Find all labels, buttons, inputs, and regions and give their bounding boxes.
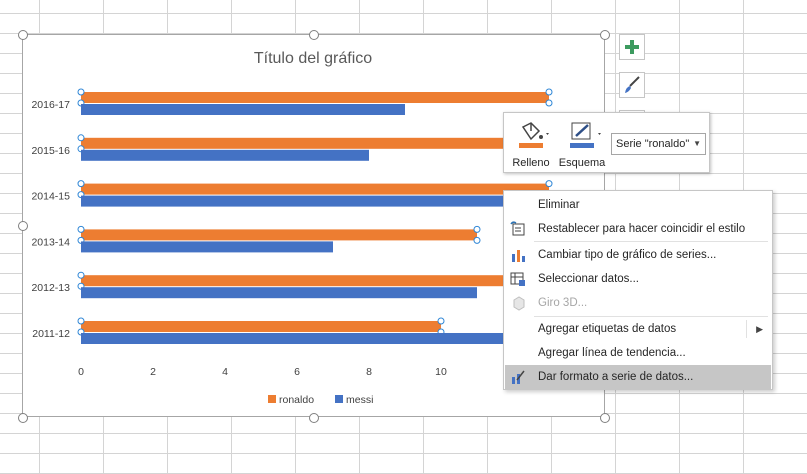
change-chart-type-icon [512,250,525,262]
bar-ronaldo[interactable] [81,92,549,103]
menu-item-reset-style[interactable]: Restablecer para hacer coincidir el esti… [505,217,771,241]
fill-button[interactable]: Relleno [509,119,553,171]
resize-handle-bottom-middle[interactable] [309,413,319,423]
menu-item-add-trendline[interactable]: Agregar línea de tendencia... [505,341,771,365]
category-label: 2015-16 [31,145,70,157]
chart-styles-button[interactable] [619,72,645,98]
context-menu: Eliminar Restablecer para hacer coincidi… [503,190,773,390]
format-mini-toolbar: Relleno Esquema Serie "ronaldo" ▼ [503,112,710,173]
paint-bucket-icon [519,122,549,148]
resize-handle-top-middle[interactable] [309,30,319,40]
bar-ronaldo[interactable] [81,229,477,241]
chart-title[interactable]: Título del gráfico [254,50,372,67]
submenu-arrow-icon: ▶ [756,324,763,334]
selection-point[interactable] [473,225,481,233]
bar-messi[interactable] [81,195,549,207]
x-tick-label: 2 [150,366,156,378]
menu-item-label: Seleccionar datos... [538,273,640,285]
selection-point[interactable] [77,134,85,142]
menu-item-add-data-labels[interactable]: Agregar etiquetas de datos ▶ [505,317,771,341]
selection-point[interactable] [545,180,553,188]
bar-messi[interactable] [81,149,369,161]
resize-handle-bottom-left[interactable] [18,413,28,423]
bar-ronaldo[interactable] [81,183,549,195]
selection-point[interactable] [473,236,481,244]
category-label: 2012-13 [31,282,70,294]
menu-item-label: Dar formato a serie de datos... [538,371,694,383]
category-label: 2014-15 [31,191,70,203]
brush-icon [625,76,640,93]
menu-item-format-data-series[interactable]: Dar formato a serie de datos... [505,365,771,389]
menu-item-label: Eliminar [538,199,580,211]
selection-point[interactable] [77,271,85,279]
selection-point[interactable] [77,225,85,233]
bar-ronaldo[interactable] [81,137,549,149]
menu-item-3d-rotation[interactable]: Giro 3D... [505,291,771,315]
reset-style-icon [510,221,525,236]
menu-item-delete[interactable]: Eliminar [505,193,771,217]
legend-swatch-messi [335,395,343,403]
x-tick-label: 0 [78,366,84,378]
menu-item-change-chart-type[interactable]: Cambiar tipo de gráfico de series... [505,243,771,267]
series-selector-dropdown[interactable]: Serie "ronaldo" ▼ [611,133,706,155]
selection-point[interactable] [437,317,445,325]
bar-messi[interactable] [81,241,333,253]
menu-separator [534,241,768,242]
rotation-3d-icon [513,296,525,311]
legend-label-ronaldo[interactable]: ronaldo [279,394,314,406]
bar-ronaldo[interactable] [81,321,441,332]
x-tick-label: 6 [294,366,300,378]
format-series-icon [512,370,525,384]
resize-handle-top-right[interactable] [600,30,610,40]
category-label: 2013-14 [31,236,70,248]
chart-elements-button[interactable] [619,34,645,60]
menu-item-label: Agregar etiquetas de datos [538,323,677,335]
x-tick-label: 8 [366,366,372,378]
series-selector-value: Serie "ronaldo" [616,138,690,150]
menu-item-select-data[interactable]: Seleccionar datos... [505,267,771,291]
outline-button[interactable]: Esquema [556,119,608,171]
legend-swatch-ronaldo [268,395,276,403]
resize-handle-top-left[interactable] [18,30,28,40]
resize-handle-left-middle[interactable] [18,221,28,231]
legend-label-messi[interactable]: messi [346,394,373,406]
pen-outline-icon [570,122,601,148]
menu-item-label: Restablecer para hacer coincidir el esti… [538,223,746,235]
bar-messi[interactable] [81,287,477,299]
chevron-down-icon: ▼ [693,139,701,148]
selection-point[interactable] [545,88,553,96]
selection-point[interactable] [77,317,85,325]
selection-point[interactable] [545,99,553,107]
bar-messi[interactable] [81,333,549,344]
bar-messi[interactable] [81,104,405,115]
bar-ronaldo[interactable] [81,275,549,287]
menu-item-label: Agregar línea de tendencia... [538,347,686,359]
category-label: 2016-17 [31,99,70,111]
resize-handle-bottom-right[interactable] [600,413,610,423]
category-label: 2011-12 [32,328,70,340]
fill-label: Relleno [512,157,550,169]
select-data-icon [510,272,525,286]
x-tick-label: 10 [435,366,447,378]
menu-separator [534,316,768,317]
selection-point[interactable] [77,88,85,96]
x-tick-label: 4 [222,366,228,378]
selection-point[interactable] [77,180,85,188]
menu-item-label: Giro 3D... [538,297,588,309]
outline-label: Esquema [558,157,606,169]
menu-item-label: Cambiar tipo de gráfico de series... [538,249,717,261]
submenu-divider [746,320,747,338]
plus-icon [625,40,639,54]
chart-plot[interactable]: Título del gráfico 2016-17 2015-16 2014-15… [23,35,606,418]
